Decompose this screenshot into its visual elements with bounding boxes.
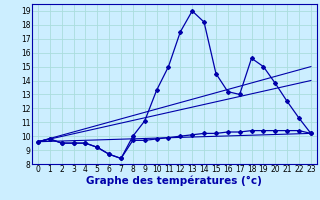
X-axis label: Graphe des températures (°c): Graphe des températures (°c) [86, 176, 262, 186]
